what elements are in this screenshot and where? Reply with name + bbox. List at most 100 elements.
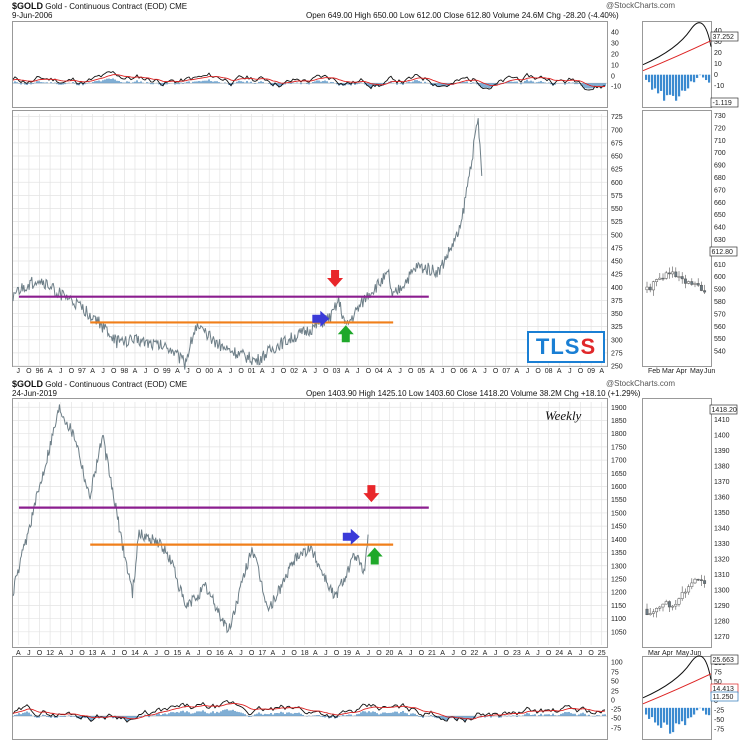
histogram-bar xyxy=(666,707,669,725)
x-tick-label: 09 xyxy=(587,368,595,375)
y-tick-label: 675 xyxy=(611,140,623,147)
inset-y-tick-label: 650 xyxy=(714,212,726,219)
price-value-label: 612.80 xyxy=(712,249,734,256)
inset-y-tick-label: -10 xyxy=(714,83,724,90)
histogram-bar xyxy=(684,74,687,91)
macd-line xyxy=(642,655,712,699)
inset-y-tick-label: 1390 xyxy=(714,448,730,455)
inset-y-tick-label: 1310 xyxy=(714,572,730,579)
x-tick-label: O xyxy=(153,368,159,375)
x-tick-label: A xyxy=(440,650,445,657)
x-tick-label: J xyxy=(101,368,105,375)
bottom-chart-title: $GOLD Gold - Continuous Contract (EOD) C… xyxy=(12,379,188,389)
candle-body xyxy=(696,283,700,286)
x-tick-label: O xyxy=(69,368,75,375)
x-tick-label: 19 xyxy=(343,650,351,657)
y-tick-label: 600 xyxy=(611,180,623,187)
histogram-bar xyxy=(687,707,690,719)
price-line xyxy=(12,404,369,634)
inset-x-tick-label: Apr xyxy=(662,650,674,657)
x-tick-label: 01 xyxy=(248,368,256,375)
x-tick-label: A xyxy=(16,650,21,657)
candle-body xyxy=(696,578,700,581)
x-tick-label: J xyxy=(451,650,455,657)
x-tick-label: O xyxy=(334,650,340,657)
signal-line xyxy=(642,673,712,705)
candle-body xyxy=(677,276,681,278)
inset-y-tick-label: 1340 xyxy=(714,526,730,533)
candle-body xyxy=(645,286,649,291)
y-tick-label: 50 xyxy=(611,679,619,686)
macd-line xyxy=(12,70,606,91)
x-tick-label: J xyxy=(367,650,371,657)
y-tick-label: 20 xyxy=(611,52,619,59)
x-tick-label: J xyxy=(239,650,243,657)
price-line xyxy=(12,118,483,370)
x-tick-label: O xyxy=(588,650,594,657)
x-tick-label: 12 xyxy=(46,650,54,657)
y-tick-label: -75 xyxy=(611,726,621,733)
y-tick-label: 1600 xyxy=(611,484,627,491)
x-tick-label: 02 xyxy=(290,368,298,375)
y-tick-label: 1850 xyxy=(611,418,627,425)
x-tick-label: 96 xyxy=(36,368,44,375)
tlss-letter: T xyxy=(535,334,551,359)
indicator-value-label-box xyxy=(710,691,739,702)
inset-y-tick-label: 1300 xyxy=(714,588,730,595)
x-tick-label: 15 xyxy=(174,650,182,657)
x-tick-label: J xyxy=(483,368,487,375)
candle-body xyxy=(664,272,668,279)
candle-body xyxy=(680,276,684,280)
x-tick-label: J xyxy=(197,650,201,657)
macd-line xyxy=(12,699,606,723)
y-tick-label: -25 xyxy=(611,707,621,714)
y-tick-label: 1700 xyxy=(611,458,627,465)
y-tick-label: 400 xyxy=(611,285,623,292)
x-tick-label: O xyxy=(207,650,213,657)
x-tick-label: A xyxy=(387,368,392,375)
y-tick-label: 1550 xyxy=(611,497,627,504)
histogram-bar xyxy=(690,74,693,82)
inset-y-tick-label: -25 xyxy=(714,708,724,715)
inset-y-tick-label: 580 xyxy=(714,299,726,306)
histogram-bar xyxy=(654,707,657,723)
candle-body xyxy=(690,281,694,285)
histogram-bar xyxy=(660,74,663,91)
x-tick-label: J xyxy=(494,650,498,657)
y-tick-label: 350 xyxy=(611,311,623,318)
y-tick-label: 1250 xyxy=(611,576,627,583)
x-tick-label: J xyxy=(17,368,21,375)
candle-body xyxy=(651,611,655,614)
x-tick-label: J xyxy=(271,368,275,375)
candle-body xyxy=(674,603,678,607)
price-value-label-box xyxy=(709,246,738,257)
inset-y-tick-label: 1350 xyxy=(714,510,730,517)
histogram-bar xyxy=(672,707,675,733)
signal-line xyxy=(12,74,606,88)
histogram-bar xyxy=(666,74,669,96)
inset-y-tick-label: 610 xyxy=(714,262,726,269)
x-tick-label: A xyxy=(398,650,403,657)
inset-y-tick-label: 1330 xyxy=(714,541,730,548)
red-down-arrow-icon xyxy=(327,270,344,287)
x-tick-label: 22 xyxy=(471,650,479,657)
inset-y-tick-label: -75 xyxy=(714,727,724,734)
candle-body xyxy=(667,601,671,608)
y-tick-label: 375 xyxy=(611,298,623,305)
top-price-panel xyxy=(12,110,608,367)
x-tick-label: O xyxy=(164,650,170,657)
histogram-bar xyxy=(690,707,693,718)
histogram-bar xyxy=(681,707,684,722)
candle-body xyxy=(648,613,652,615)
inset-y-tick-label: 560 xyxy=(714,324,726,331)
price-value-label-box xyxy=(709,404,738,415)
green-up-arrow-icon xyxy=(366,547,383,565)
candle-body xyxy=(703,580,707,584)
histogram-bar xyxy=(645,74,648,80)
histogram-bar xyxy=(684,707,687,726)
inset-y-tick-label: 640 xyxy=(714,225,726,232)
x-tick-label: O xyxy=(450,368,456,375)
x-tick-label: A xyxy=(228,650,233,657)
candle-body xyxy=(658,277,662,280)
x-tick-label: O xyxy=(578,368,584,375)
